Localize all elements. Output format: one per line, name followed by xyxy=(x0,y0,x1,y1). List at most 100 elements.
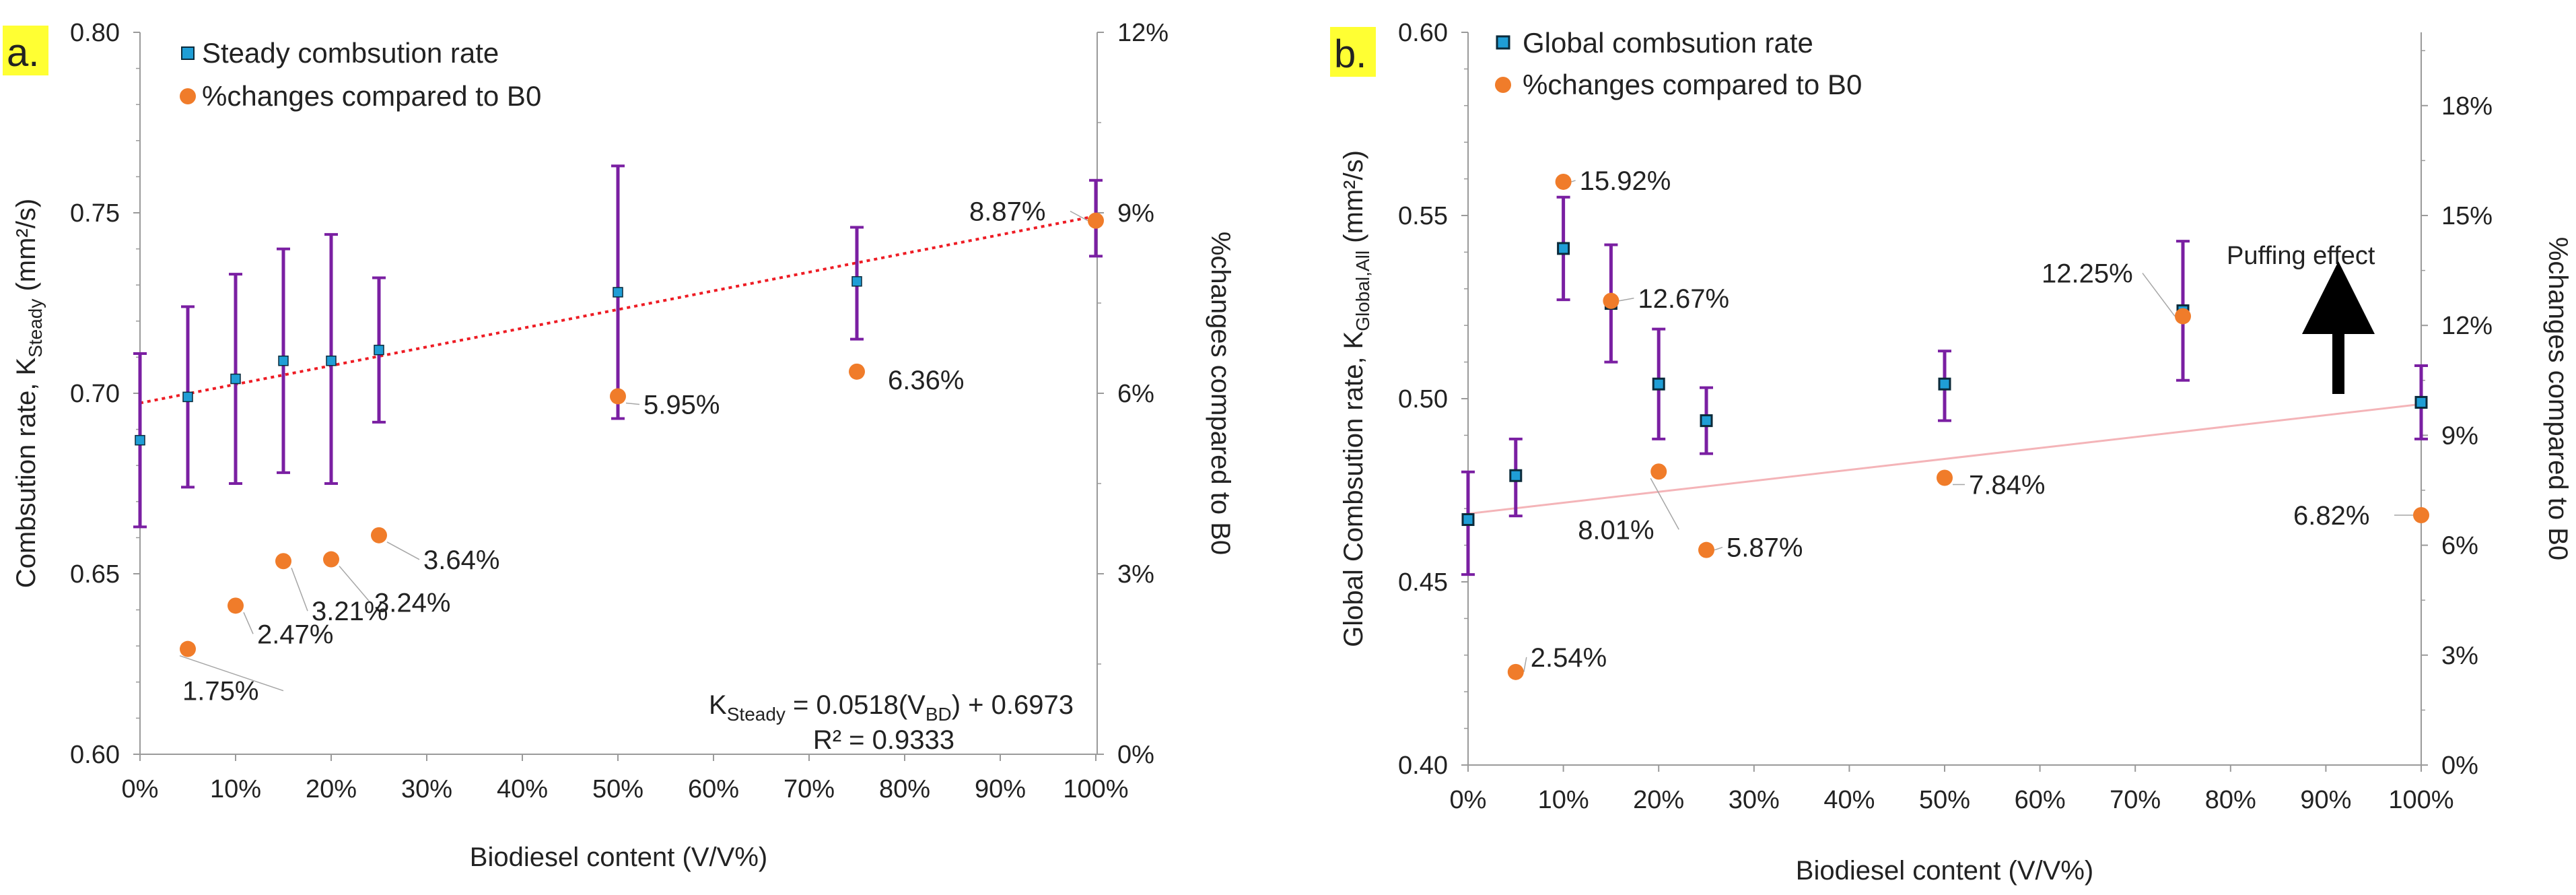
data-point-main xyxy=(182,391,193,403)
label-leader-line xyxy=(1523,657,1527,672)
panel-b-legend-global-label: Global combsution rate xyxy=(1523,27,1813,59)
data-point-pct xyxy=(371,527,387,543)
panel-a-legend-pct-marker xyxy=(180,88,196,104)
x-tick-label: 0% xyxy=(122,775,159,803)
panel-a-r-squared: R² = 0.9333 xyxy=(813,725,954,755)
y-left-tick-label: 0.65 xyxy=(70,560,120,589)
x-tick-label: 0% xyxy=(1450,786,1487,814)
data-point-pct xyxy=(180,640,196,657)
data-point-main xyxy=(1461,513,1475,527)
x-tick-label: 60% xyxy=(2015,786,2066,814)
y-right-tick-label: 12% xyxy=(1117,19,1169,47)
panel-a-equation: KSteady = 0.0518(VBD) + 0.6973 xyxy=(709,690,1074,725)
data-point-main xyxy=(326,356,337,366)
pct-data-label: 7.84% xyxy=(1969,471,2045,500)
data-point-main xyxy=(278,356,289,366)
y-right-tick-label: 9% xyxy=(2441,422,2478,450)
x-tick-label: 10% xyxy=(210,775,261,803)
y-right-tick-label: 18% xyxy=(2441,92,2493,121)
x-tick-label: 20% xyxy=(1633,786,1684,814)
x-tick-label: 30% xyxy=(1729,786,1780,814)
x-tick-label: 40% xyxy=(1823,786,1875,814)
label-leader-line xyxy=(2142,273,2175,317)
panel-b-pct-labels: 2.54% 15.92% 12.67% 8.01% 5.87% 7.84% 12.25% 6.… xyxy=(1531,166,2370,673)
data-point-pct xyxy=(1698,541,1714,558)
x-tick-label: 70% xyxy=(2110,786,2161,814)
data-point-main xyxy=(1509,469,1523,482)
x-tick-label: 100% xyxy=(2388,786,2453,814)
panel-b-y-left-title: Global Combsution rate, KGlobal,All (mm²… xyxy=(1339,150,1373,647)
x-tick-label: 30% xyxy=(401,775,452,803)
y-left-tick-label: 0.70 xyxy=(70,380,120,408)
x-tick-label: 70% xyxy=(784,775,835,803)
panel-a-errorbars xyxy=(133,164,1103,529)
pct-data-label: 1.75% xyxy=(182,677,258,706)
x-tick-label: 80% xyxy=(2205,786,2256,814)
data-point-pct xyxy=(228,597,244,614)
x-tick-label: 100% xyxy=(1063,775,1128,803)
panel-b-legend-global-marker xyxy=(1496,35,1510,50)
data-point-main xyxy=(1938,377,1951,391)
data-point-pct xyxy=(323,551,339,568)
label-leader-line xyxy=(1650,477,1679,530)
label-leader-line xyxy=(1070,210,1088,222)
panel-b-trendline xyxy=(1467,403,2422,515)
pct-data-label: 2.47% xyxy=(257,620,333,649)
data-point-pct xyxy=(1507,663,1524,680)
y-left-tick-label: 0.55 xyxy=(1398,202,1448,230)
data-point-pct xyxy=(2413,506,2429,523)
y-right-tick-label: 6% xyxy=(2441,532,2478,560)
pct-data-label: 12.67% xyxy=(1638,284,1729,314)
y-left-tick-label: 0.40 xyxy=(1398,752,1448,780)
panel-b-pct-points xyxy=(1507,173,2429,680)
pct-data-label: 12.25% xyxy=(2042,259,2133,289)
pct-data-label: 3.21% xyxy=(312,597,388,626)
x-tick-label: 50% xyxy=(1919,786,1970,814)
y-left-tick-label: 0.50 xyxy=(1398,385,1448,413)
x-tick-label: 10% xyxy=(1538,786,1589,814)
data-point-main xyxy=(2414,395,2428,409)
y-left-tick-label: 0.60 xyxy=(1398,19,1448,47)
panel-a-legend-pct-label: %changes compared to B0 xyxy=(202,80,541,112)
panel-a-legend-steady-marker xyxy=(181,46,195,60)
data-point-main xyxy=(613,287,623,298)
panel-b-x-axis-title: Biodiesel content (V/V%) xyxy=(1796,856,2093,886)
label-leader-line xyxy=(386,541,420,560)
label-leader-line xyxy=(1571,180,1576,183)
x-tick-label: 90% xyxy=(975,775,1026,803)
panel-a-label-bg xyxy=(3,26,48,75)
label-leader-line xyxy=(1714,546,1723,551)
pct-data-label: 6.82% xyxy=(2293,501,2369,531)
x-tick-label: 20% xyxy=(306,775,357,803)
data-point-main xyxy=(1700,414,1713,428)
data-point-pct xyxy=(1937,469,1953,486)
label-leader-line xyxy=(625,402,640,405)
panel-b-label-bg xyxy=(1330,27,1376,77)
data-point-main xyxy=(1652,377,1665,391)
data-point-pct xyxy=(275,553,291,570)
y-right-tick-label: 0% xyxy=(2441,752,2478,780)
pct-data-label: 8.01% xyxy=(1578,515,1654,545)
panel-a-legend-steady-label: Steady combsution rate xyxy=(202,37,499,69)
x-tick-label: 50% xyxy=(592,775,643,803)
panel-a-label: a. xyxy=(7,31,39,75)
data-point-pct xyxy=(2175,308,2191,325)
x-tick-label: 90% xyxy=(2300,786,2351,814)
pct-data-label: 3.24% xyxy=(374,589,450,618)
panel-b-y-right-title: %changes compared to B0 xyxy=(2543,237,2573,560)
x-tick-label: 60% xyxy=(688,775,739,803)
panel-a-x-axis-title: Biodiesel content (V/V%) xyxy=(470,842,767,872)
y-right-tick-label: 9% xyxy=(1117,199,1154,228)
pct-data-label: 2.54% xyxy=(1531,643,1607,673)
pct-data-label: 15.92% xyxy=(1580,166,1671,196)
pct-data-label: 3.64% xyxy=(423,545,499,575)
chart-panel-a: a. 0% 10% 20% 30% 40% 50% 60% 70% 80% 90% 100% 0.6… xyxy=(3,19,1235,872)
chart-panel-b: b. 0% 10% 20% 30% 40% 50% 60% 70% 80% 90% 100% 0.4… xyxy=(1330,19,2573,886)
panel-a-leader-lines xyxy=(179,210,1088,692)
data-point-pct xyxy=(1650,463,1667,480)
data-point-pct xyxy=(849,363,865,380)
label-leader-line xyxy=(339,566,371,603)
panel-b-y-left-ticks: 0.40 0.45 0.50 0.55 0.60 xyxy=(1398,19,1468,780)
y-right-tick-label: 0% xyxy=(1117,741,1154,769)
pct-data-label: 8.87% xyxy=(969,197,1045,227)
